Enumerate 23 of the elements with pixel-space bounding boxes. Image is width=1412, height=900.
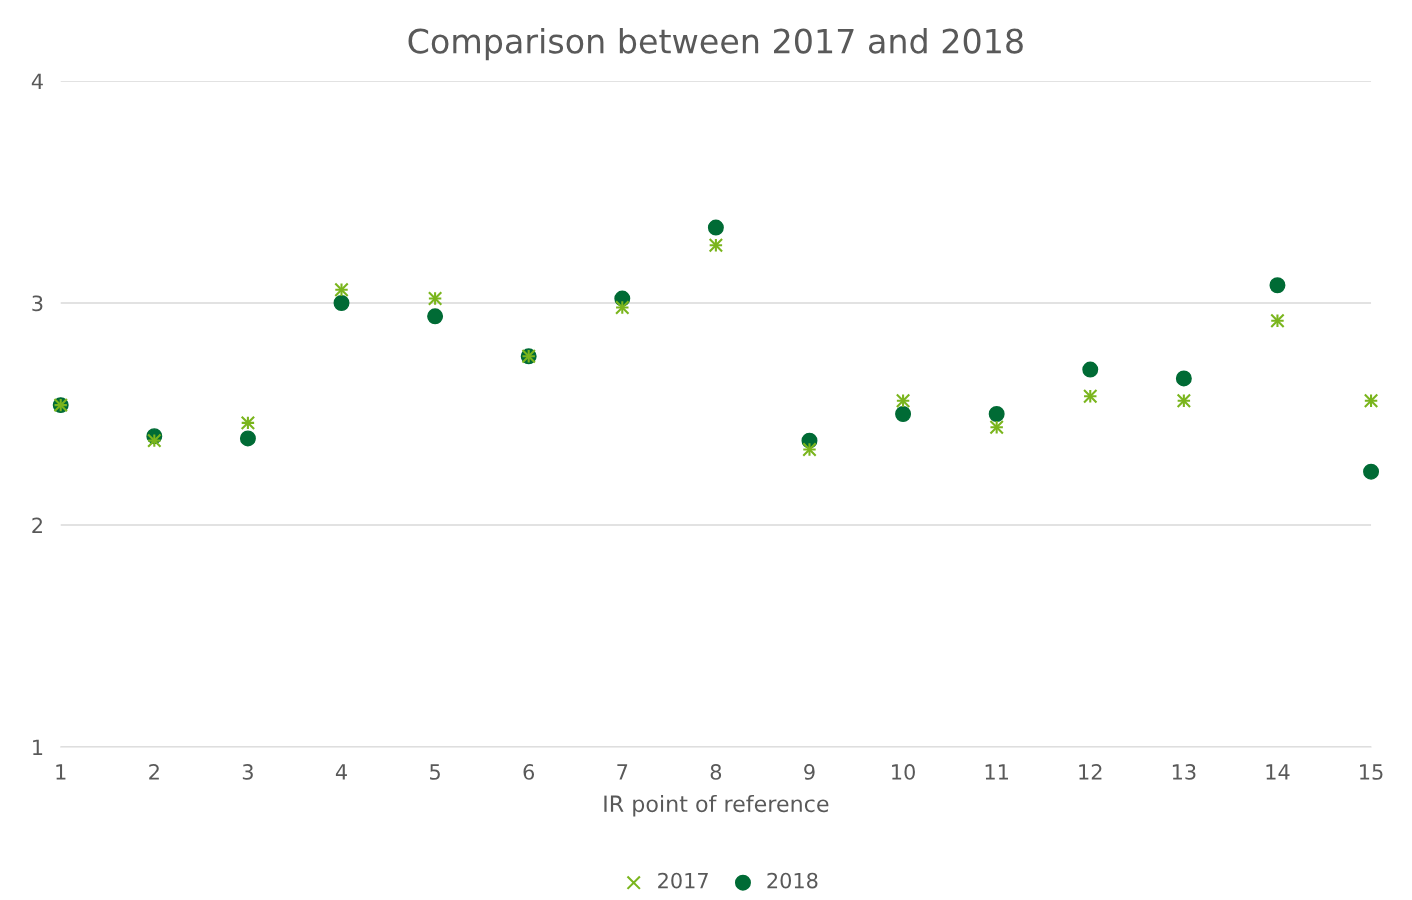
y-tick-label: 3 (32, 295, 43, 312)
y-tick-label: 2 (32, 517, 42, 533)
x-tick-label: 7 (617, 764, 628, 780)
x-tick-label: 1 (56, 764, 66, 780)
x-tick-label: 9 (804, 764, 815, 780)
legend-label: 2017 (658, 872, 708, 889)
y-tick-label: 1 (33, 739, 43, 755)
legend-label: 2018 (767, 872, 818, 889)
x-tick-label: 13 (1172, 764, 1196, 780)
x-tick-label: 8 (710, 764, 722, 780)
x-tick-label: 11 (985, 764, 1008, 780)
x-axis-title: IR point of reference (604, 794, 829, 817)
x-tick-label: 4 (335, 764, 347, 780)
x-tick-label: 15 (1360, 764, 1383, 780)
x-tick-label: 14 (1266, 764, 1290, 780)
chart-title: Comparison between 2017 and 2018 (408, 27, 1023, 61)
x-tick-label: 5 (430, 764, 440, 780)
x-tick-label: 12 (1079, 764, 1102, 780)
x-tick-label: 6 (523, 764, 535, 780)
y-tick-label: 4 (31, 73, 43, 89)
x-tick-label: 3 (242, 764, 253, 780)
x-tick-label: 2 (149, 764, 159, 780)
x-tick-label: 10 (892, 764, 915, 780)
